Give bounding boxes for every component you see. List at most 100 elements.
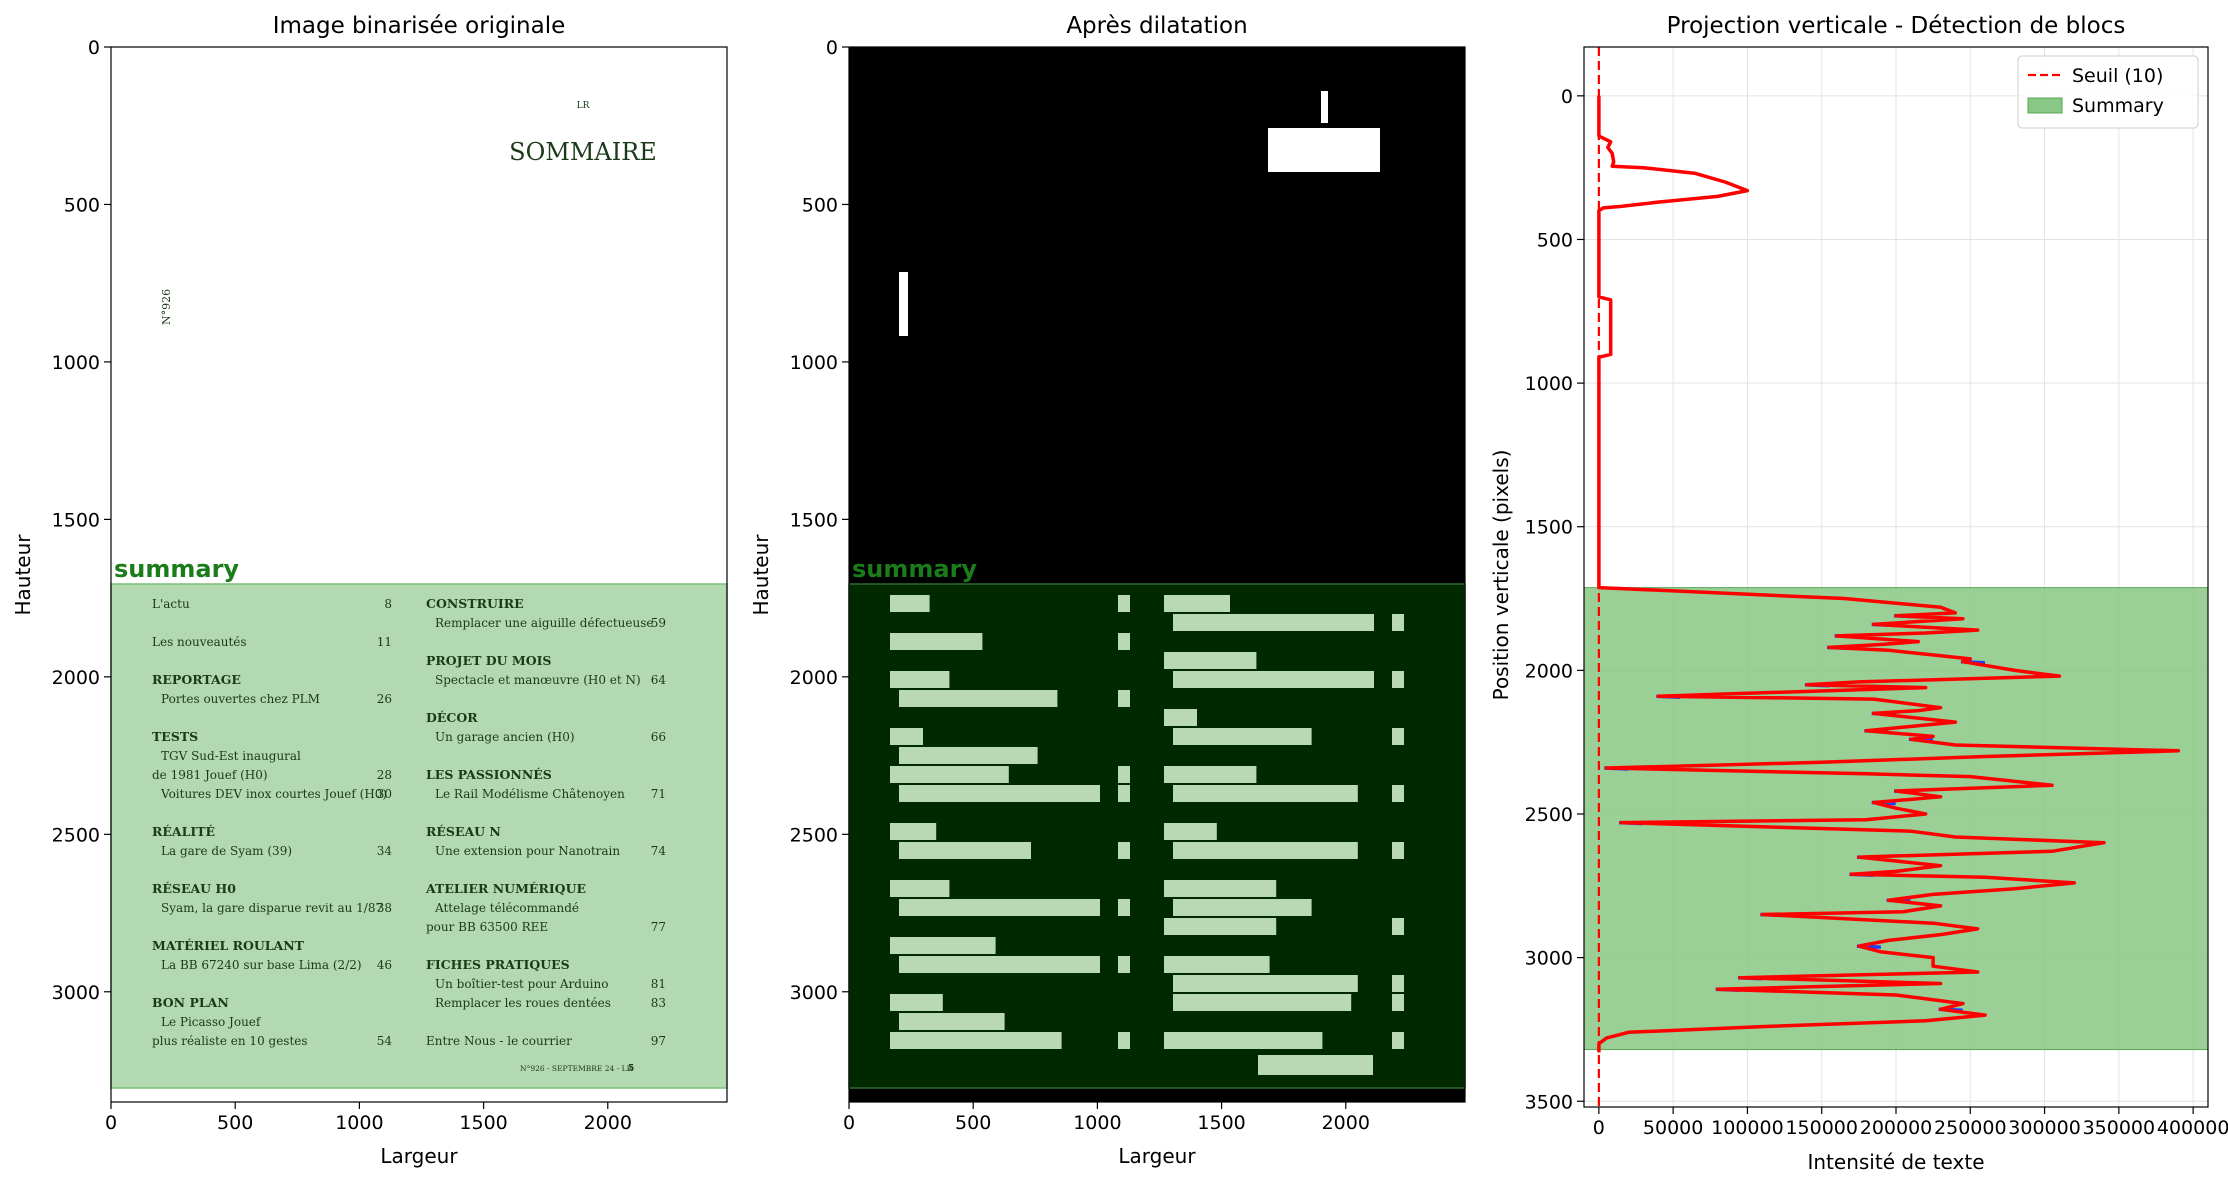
toc-entry: REPORTAGE [152, 672, 241, 687]
dilated-blob [890, 880, 950, 897]
dilated-blob [1164, 595, 1230, 612]
dilated-blob [899, 956, 1100, 973]
toc-entry: plus réaliste en 10 gestes [152, 1034, 308, 1048]
x-tick-label: 500 [955, 1112, 991, 1134]
toc-page-number: 66 [651, 730, 666, 744]
x-tick-label: 1500 [459, 1112, 507, 1134]
toc-entry: Le Rail Modélisme Châtenoyen [435, 787, 625, 801]
toc-page-number: 64 [651, 673, 667, 687]
x-axis-label: Largeur [1118, 1144, 1196, 1168]
dilated-blob [899, 747, 1038, 764]
dilated-blob [1118, 690, 1130, 707]
panel-title: Projection verticale - Détection de bloc… [1667, 13, 2126, 39]
toc-page-number: 74 [651, 844, 667, 858]
toc-entry: Une extension pour Nanotrain [435, 844, 620, 858]
x-tick-label: 150000 [1785, 1117, 1858, 1139]
dilated-blob [1173, 842, 1358, 859]
dilated-blob [1392, 614, 1404, 631]
y-tick-label: 3000 [790, 982, 838, 1004]
dilated-blob [1392, 918, 1404, 935]
toc-entry: La gare de Syam (39) [161, 844, 292, 858]
axes-ticks: 0 500 1000 1500 2000 0 500 1000 1500 2000 2500 3000 [52, 37, 632, 1134]
y-tick-label: 3500 [1525, 1091, 1573, 1113]
y-tick-label: 2000 [790, 667, 838, 689]
toc-text: L'actu 8 Les nouveautés 11 REPORTAGE Portes o… [152, 596, 666, 1048]
toc-page-number: 97 [651, 1034, 666, 1048]
legend: Seuil (10) Summary [2017, 55, 2199, 129]
toc-entry: Attelage télécommandé [434, 901, 579, 915]
y-tick-label: 1000 [1525, 373, 1573, 395]
toc-entry: CONSTRUIRE [426, 596, 524, 611]
page-header: SOMMAIRE [509, 138, 657, 166]
dilated-blob [890, 937, 996, 954]
toc-page-number: 26 [377, 692, 392, 706]
x-tick-label: 0 [1593, 1117, 1605, 1139]
dilated-blob [1173, 614, 1374, 631]
x-tick-label: 300000 [2008, 1117, 2081, 1139]
y-tick-label: 0 [88, 37, 100, 59]
toc-entry: DÉCOR [426, 710, 478, 725]
dilated-blob [899, 785, 1100, 802]
toc-page-number: 83 [651, 996, 666, 1010]
y-axis-label: Hauteur [749, 534, 773, 616]
x-tick-label: 1000 [1073, 1112, 1121, 1134]
toc-entry: RÉSEAU N [426, 824, 501, 839]
dilated-blob [1392, 785, 1404, 802]
dilated-blob [899, 842, 1031, 859]
toc-page-number: 59 [651, 616, 666, 630]
dilated-blob [890, 994, 943, 1011]
panel-original: Image binarisée originale LR SOMMAIRE N°… [11, 13, 728, 1168]
dilated-blob [1392, 671, 1404, 688]
toc-entry: TESTS [152, 729, 198, 744]
dilated-blob [1164, 766, 1257, 783]
toc-entry: Voitures DEV inox courtes Jouef (H0) [160, 787, 387, 801]
y-tick-label: 2500 [1525, 804, 1573, 826]
toc-page-number: 38 [377, 901, 392, 915]
projection-profile-line [1597, 95, 2181, 1053]
y-tick-label: 2500 [790, 824, 838, 846]
dilated-blob [1118, 766, 1130, 783]
x-tick-label: 1500 [1197, 1112, 1245, 1134]
dilated-blob [1118, 842, 1130, 859]
dilated-blob [1321, 91, 1328, 123]
y-tick-label: 3000 [52, 982, 100, 1004]
summary-region [848, 583, 1466, 1089]
legend-threshold-label: Seuil (10) [2072, 65, 2163, 87]
x-axis-label: Largeur [380, 1144, 458, 1168]
dilated-text-blobs [890, 91, 1404, 1075]
dilated-blob [1118, 899, 1130, 916]
toc-page-number: 54 [377, 1034, 393, 1048]
dilated-blob [1164, 918, 1277, 935]
dilated-blob [1118, 785, 1130, 802]
y-tick-label: 2000 [1525, 660, 1573, 682]
dilated-blob [1173, 785, 1358, 802]
toc-entry: Spectacle et manœuvre (H0 et N) [435, 673, 641, 687]
page-footer-number: 5 [628, 1064, 634, 1074]
y-tick-label: 0 [826, 37, 838, 59]
y-tick-label: 1000 [790, 352, 838, 374]
dilated-blob [899, 899, 1100, 916]
dilated-blob [1392, 975, 1404, 992]
dilated-blob [1118, 956, 1130, 973]
binarized-page: LR SOMMAIRE N°926 [160, 101, 657, 325]
x-tick-label: 50000 [1643, 1117, 1703, 1139]
toc-entry: pour BB 63500 REE [426, 920, 548, 934]
toc-page-number: 8 [384, 597, 392, 611]
axes-ticks: 0 500 1000 1500 2000 0 500 1000 1500 2000 2500 3000 [790, 37, 1370, 1134]
dilated-blob [890, 671, 950, 688]
x-tick-label: 250000 [1934, 1117, 2007, 1139]
dilated-blob [1173, 899, 1312, 916]
dilated-blob [1173, 728, 1312, 745]
toc-entry: Un boîtier-test pour Arduino [435, 977, 608, 991]
dilated-blob [1392, 994, 1404, 1011]
y-tick-label: 500 [1537, 229, 1573, 251]
toc-page-number: 77 [651, 920, 666, 934]
dilated-blob [890, 766, 1009, 783]
dilated-blob [890, 595, 930, 612]
dilated-blob [1164, 956, 1270, 973]
axes-frame [848, 46, 1466, 1103]
axes-frame [110, 46, 728, 1103]
y-tick-label: 2500 [52, 824, 100, 846]
legend-summary-label: Summary [2072, 95, 2164, 117]
x-tick-label: 200000 [1860, 1117, 1933, 1139]
